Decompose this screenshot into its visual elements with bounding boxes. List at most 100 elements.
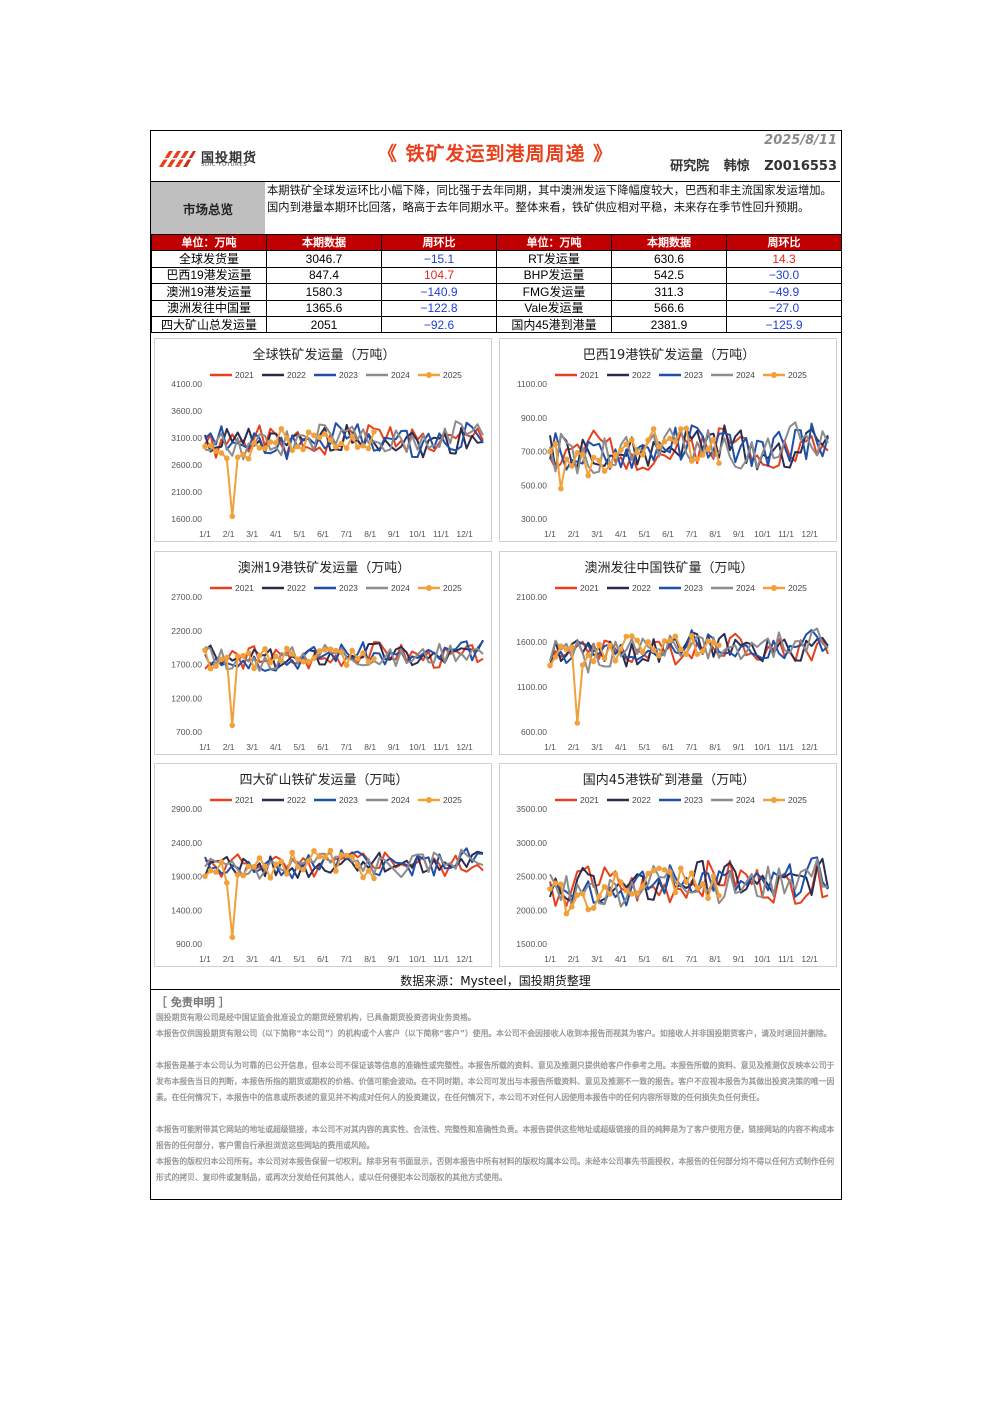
series-point-2025 <box>694 651 700 657</box>
company-logo: 国投期货 SDIC FUTURES <box>157 147 267 169</box>
series-point-2025 <box>234 454 241 460</box>
series-point-2025 <box>563 456 570 462</box>
series-point-2025 <box>683 651 690 658</box>
x-tick-label: 3/1 <box>591 529 603 539</box>
series-point-2025 <box>278 657 285 664</box>
series-point-2025 <box>596 457 602 464</box>
series-line-2025 <box>549 634 720 724</box>
series-point-2025 <box>289 849 295 856</box>
x-tick-label: 9/1 <box>388 742 400 752</box>
series-point-2025 <box>213 663 219 669</box>
series-point-2025 <box>710 639 717 646</box>
series-point-2025 <box>267 439 274 445</box>
y-tick-label: 700.00 <box>176 727 202 737</box>
x-tick-label: 1/1 <box>544 742 556 752</box>
series-point-2025 <box>300 446 306 453</box>
series-point-2025 <box>699 881 706 887</box>
series-point-2025 <box>590 658 597 665</box>
legend-item: 2025 <box>763 370 807 380</box>
x-tick-label: 6/1 <box>317 954 329 964</box>
series-point-2025 <box>224 880 230 886</box>
series-point-2025 <box>623 441 630 448</box>
series-point-2025 <box>213 448 219 455</box>
x-tick-label: 5/1 <box>638 529 650 539</box>
x-tick-label: 7/1 <box>686 529 698 539</box>
series-point-2025 <box>612 451 619 458</box>
legend-item: 2024 <box>711 370 755 380</box>
series-point-2025 <box>240 451 246 458</box>
summary-text: 本期铁矿全球发运环比小幅下降，同比强于去年同期，其中澳洲发运下降幅度较大，巴西和… <box>267 184 832 214</box>
legend-label: 2022 <box>287 370 306 380</box>
series-point-2025 <box>552 880 559 887</box>
series-point-2025 <box>634 890 640 896</box>
x-tick-label: 2/1 <box>568 529 580 539</box>
series-point-2025 <box>574 450 581 456</box>
x-tick-label: 11/1 <box>778 529 794 539</box>
legend-label: 2025 <box>788 370 807 380</box>
x-tick-label: 2/1 <box>223 742 235 752</box>
table-row: 巴西19港发运量 847.4 104.7 BHP发运量 542.5 −30.0 <box>151 266 842 285</box>
legend-label: 2024 <box>391 795 410 805</box>
series-point-2025 <box>552 654 559 660</box>
x-tick-label: 4/1 <box>615 529 627 539</box>
legend-item: 2025 <box>418 795 462 805</box>
report-frame: 国投期货 SDIC FUTURES 《 铁矿发运到港周周递 》 2025/8/1… <box>150 130 842 1200</box>
x-tick-label: 11/1 <box>778 954 794 964</box>
disclaimer-paragraph: 国投期货有限公司是经中国证监会批准设立的期货经营机构，已具备期货投资咨询业务资格… <box>156 1013 476 1022</box>
series-point-2025 <box>311 655 317 661</box>
series-point-2025 <box>716 642 722 648</box>
series-point-2025 <box>705 638 711 644</box>
legend-label: 2025 <box>788 583 807 593</box>
data-source: 数据来源：Mysteel，国投期货整理 <box>400 974 591 988</box>
series-point-2025 <box>607 642 613 649</box>
series-point-2025 <box>661 638 668 644</box>
disclaimer-paragraph: 本报告是基于本公司认为可靠的已公开信息，但本公司不保证该等信息的准确性或完整性。… <box>156 1061 835 1102</box>
author-id: Z0016553 <box>764 159 837 174</box>
disclaimer-heading: ［ 免责申明 ］ <box>156 996 230 1009</box>
series-point-2025 <box>278 426 285 432</box>
legend-item: 2023 <box>314 795 358 805</box>
y-tick-label: 600.00 <box>521 727 547 737</box>
x-tick-label: 10/1 <box>409 954 426 964</box>
series-point-2025 <box>245 650 252 656</box>
series-point-2025 <box>618 646 624 652</box>
x-tick-label: 5/1 <box>293 529 305 539</box>
series-point-2025 <box>251 440 257 446</box>
table-header-cell: 周环比 <box>381 233 497 252</box>
x-tick-label: 9/1 <box>733 529 745 539</box>
legend-label: 2024 <box>736 583 755 593</box>
chart-brazil-shipments: 巴西19港铁矿发运量（万吨） 2021 2022 2023 2024 2025 1100.0… <box>499 338 837 542</box>
series-point-2025 <box>322 854 328 860</box>
series-point-2025 <box>579 891 586 897</box>
chart-title: 四大矿山铁矿发运量（万吨） <box>239 772 408 788</box>
series-point-2025 <box>316 853 323 860</box>
table-header-cell: 单位：万吨 <box>151 233 267 252</box>
y-tick-label: 2400.00 <box>171 838 202 848</box>
series-point-2025 <box>371 875 377 882</box>
series-point-2025 <box>240 872 246 879</box>
series-point-2025 <box>569 904 575 910</box>
x-tick-label: 11/1 <box>778 742 794 752</box>
table-cell: 847.4 <box>266 266 382 285</box>
legend-label: 2021 <box>235 370 254 380</box>
table-cell: 2051 <box>266 315 382 334</box>
table-cell: −49.9 <box>726 283 842 301</box>
y-tick-label: 1600.00 <box>171 514 202 524</box>
series-point-2025 <box>267 659 274 666</box>
series-point-2025 <box>316 648 323 654</box>
series-point-2025 <box>256 855 263 861</box>
table-header-row: 单位：万吨 本期数据 周环比 单位：万吨 本期数据 周环比 <box>151 233 842 252</box>
series-point-2025 <box>596 893 602 899</box>
series-point-2025 <box>705 446 711 452</box>
series-point-2025 <box>672 439 679 445</box>
series-point-2025 <box>229 934 236 941</box>
chart-title: 澳洲19港铁矿发运量（万吨） <box>238 560 411 576</box>
legend-item: 2021 <box>210 583 254 593</box>
series-point-2025 <box>273 653 279 660</box>
y-tick-label: 1100.00 <box>517 682 547 692</box>
series-point-2025 <box>305 658 312 665</box>
table-cell: 311.3 <box>611 283 727 301</box>
legend-item: 2023 <box>659 370 703 380</box>
y-tick-label: 1700.00 <box>171 660 202 670</box>
series-point-2025 <box>349 853 355 860</box>
